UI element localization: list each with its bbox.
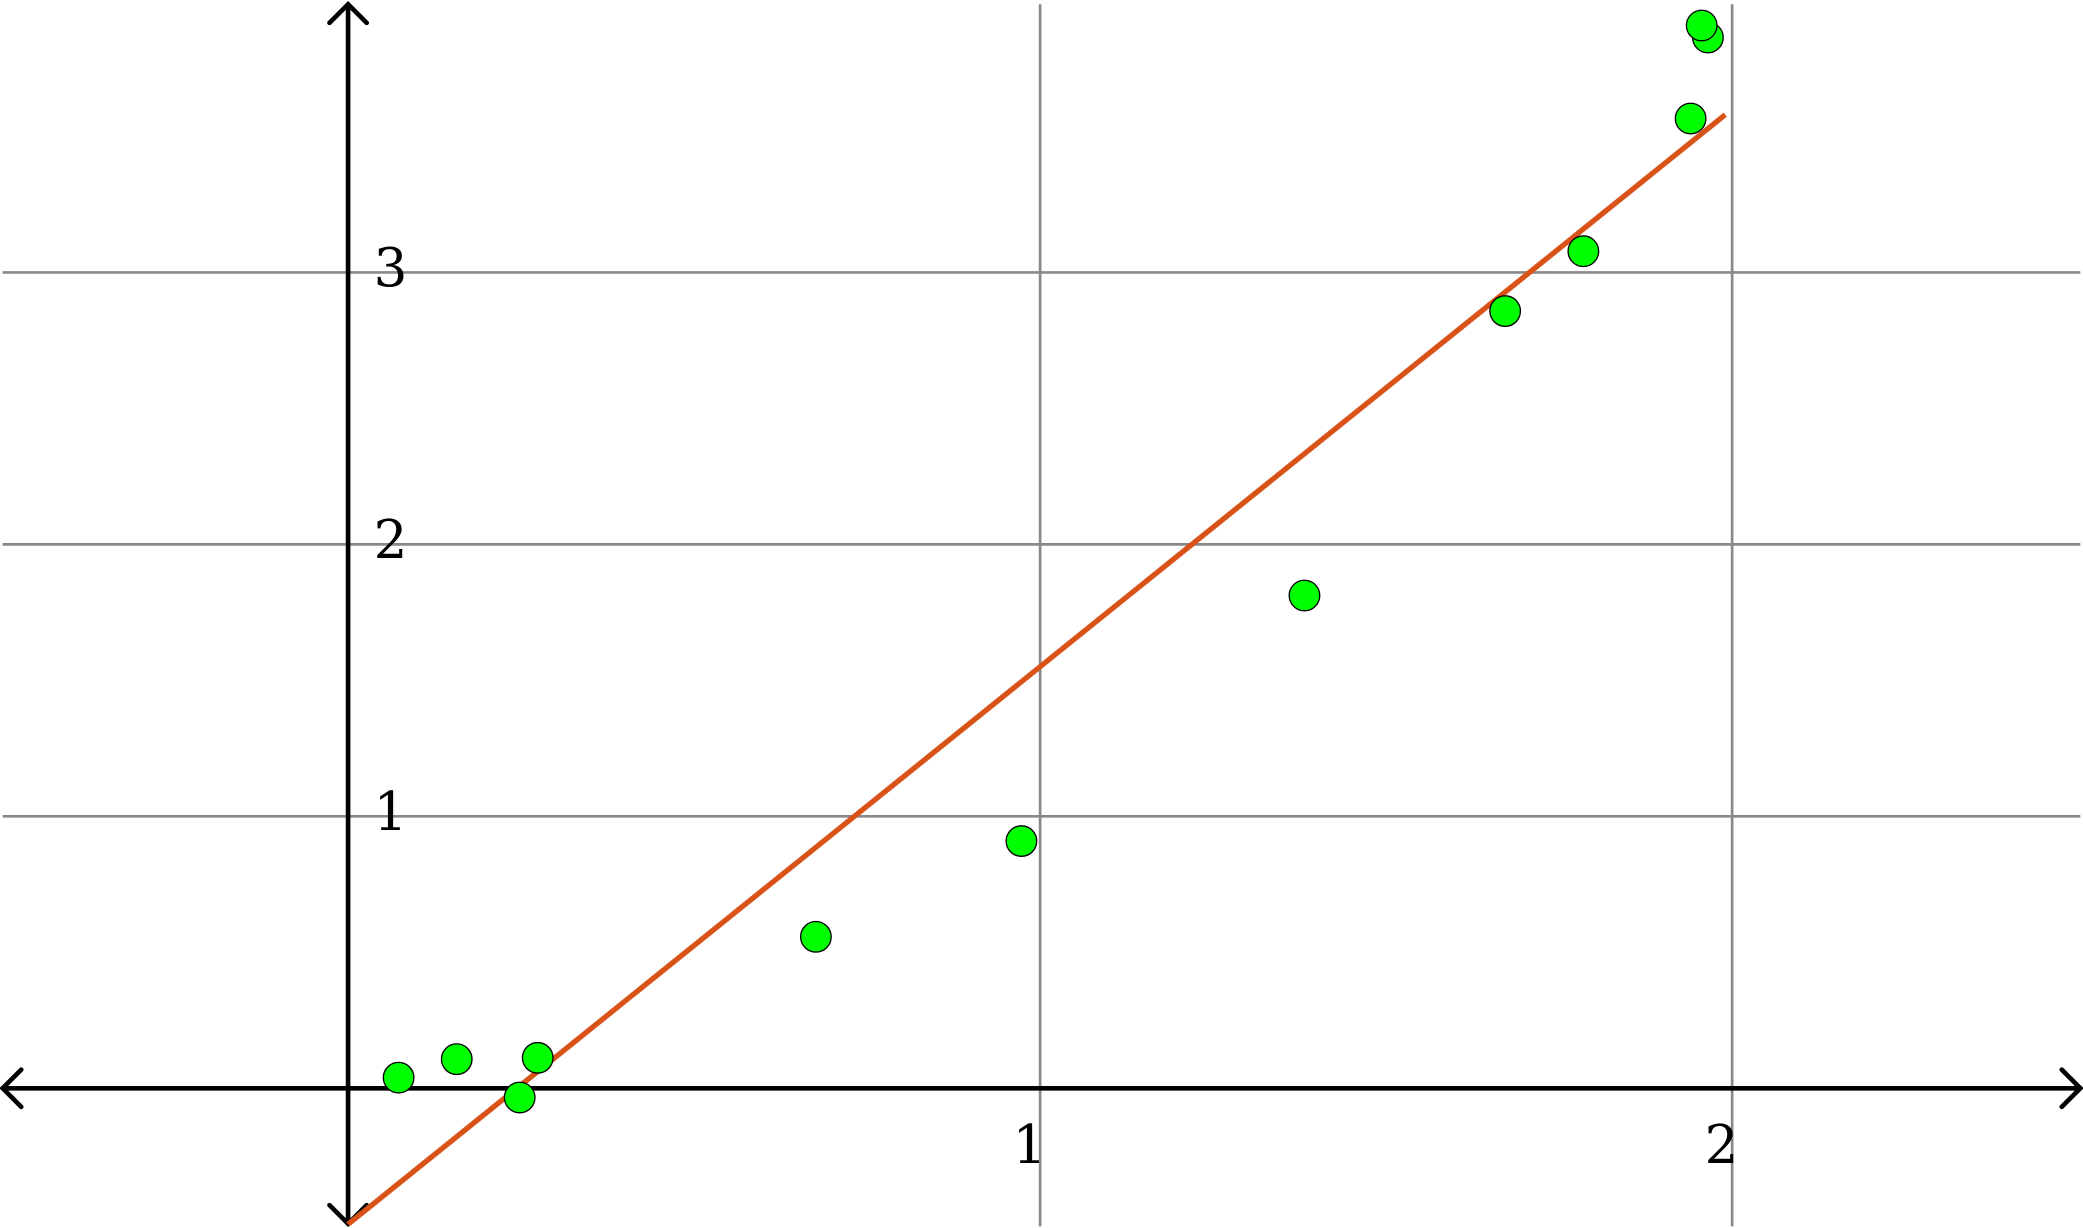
scatter-point [440, 1043, 473, 1076]
y-tick-label: 1 [374, 781, 408, 843]
scatter-point [1288, 579, 1321, 612]
scatter-point [1674, 102, 1707, 135]
scatter-point [1005, 825, 1038, 858]
axis-arrow [2059, 1067, 2083, 1110]
scatter-point [1685, 9, 1718, 42]
y-tick-label: 2 [374, 509, 408, 571]
axis-arrow [0, 1067, 24, 1110]
scatter-point [1489, 295, 1522, 327]
x-tick-label: 1 [1013, 1114, 1047, 1176]
scatter-point [503, 1081, 536, 1114]
y-tick-label: 3 [374, 237, 408, 299]
scatter-point [799, 920, 832, 953]
scatter-point [1567, 235, 1600, 268]
axis-arrow [327, 0, 370, 26]
fit-line [346, 112, 1727, 1227]
scatter-point [521, 1041, 554, 1074]
x-tick-label: 2 [1705, 1114, 1739, 1176]
scatter-point [382, 1061, 415, 1094]
